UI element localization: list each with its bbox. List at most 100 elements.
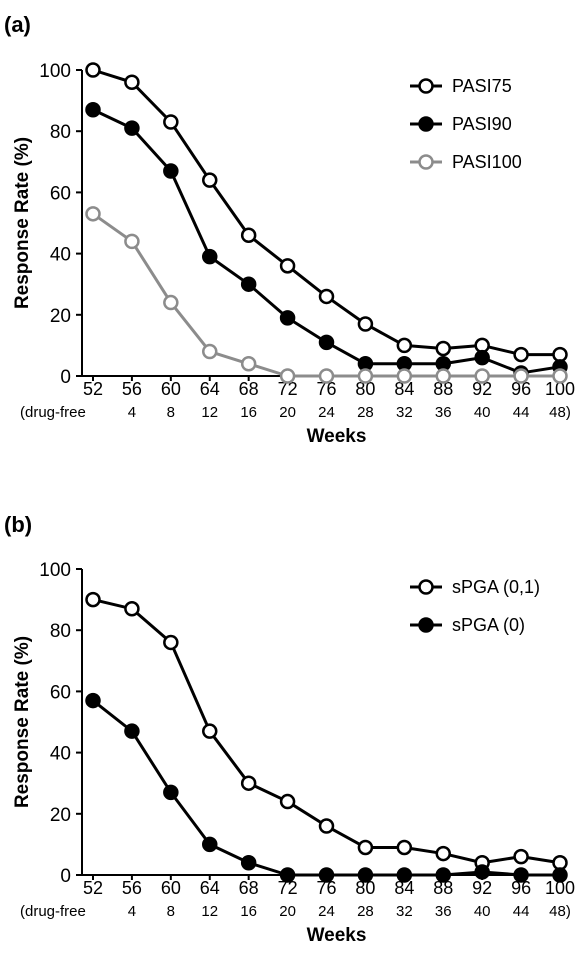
series-line <box>92 68 560 357</box>
data-point <box>318 818 335 834</box>
x-tick-label-secondary: 4 <box>128 404 136 421</box>
legend-marker <box>418 116 434 132</box>
data-point <box>202 723 218 739</box>
x-tick-label-secondary: 36 <box>435 404 452 421</box>
data-point <box>396 839 413 856</box>
x-tick-label-secondary: 28 <box>357 404 374 421</box>
y-tick-label: 0 <box>60 367 71 388</box>
data-point <box>124 120 140 136</box>
x-tick-label: 60 <box>161 379 181 399</box>
x-tick-label-secondary: (drug-free <box>20 404 86 421</box>
x-tick-label-secondary: 24 <box>318 903 335 920</box>
panel-label: (a) <box>4 12 31 37</box>
x-tick-label-secondary: 20 <box>279 903 296 920</box>
series-line <box>92 108 561 375</box>
x-axis-title: Weeks <box>307 426 367 447</box>
data-point <box>85 591 101 608</box>
x-tick-label-secondary: 8 <box>167 903 175 920</box>
data-point <box>279 368 296 384</box>
x-axis-title: Weeks <box>307 925 367 946</box>
x-tick-label: 88 <box>433 878 453 898</box>
legend-marker <box>418 154 434 170</box>
y-tick-label: 40 <box>50 245 71 266</box>
legend-marker <box>418 617 434 633</box>
x-tick-label: 80 <box>355 878 375 898</box>
x-tick-label-secondary: 44 <box>513 903 530 920</box>
data-point <box>318 288 335 305</box>
legend-label: sPGA (0,1) <box>452 577 540 597</box>
data-point <box>202 248 218 265</box>
data-point <box>124 74 140 90</box>
data-point <box>552 867 568 883</box>
data-point <box>279 867 296 883</box>
x-tick-label-secondary: 12 <box>201 903 218 920</box>
y-tick-label: 20 <box>50 306 71 327</box>
data-point <box>513 867 529 883</box>
x-tick-label: 92 <box>472 379 492 399</box>
data-point <box>240 855 257 871</box>
panel-label: (b) <box>4 512 32 537</box>
y-tick-label: 40 <box>50 744 71 765</box>
x-tick-label-secondary: 40 <box>474 404 491 421</box>
legend-entry: PASI90 <box>410 114 512 134</box>
x-tick-label: 88 <box>433 379 453 399</box>
x-tick-label: 72 <box>278 379 298 399</box>
x-tick-label: 100 <box>545 379 575 399</box>
x-tick-label-secondary: 32 <box>396 404 413 421</box>
x-tick-label: 56 <box>122 878 142 898</box>
x-tick-label: 76 <box>316 878 336 898</box>
x-tick-label: 68 <box>239 878 259 898</box>
data-point <box>513 368 529 384</box>
x-tick-label-secondary: 40 <box>474 903 491 920</box>
x-tick-label-secondary: 48) <box>549 903 571 920</box>
x-tick-label: 52 <box>83 379 103 399</box>
data-point <box>318 867 335 883</box>
x-tick-label: 96 <box>511 379 531 399</box>
legend-entry: sPGA (0) <box>410 615 525 635</box>
data-point <box>85 692 101 709</box>
data-point <box>85 62 101 78</box>
data-point <box>279 310 296 326</box>
y-axis-title: Response Rate (%) <box>12 137 33 309</box>
data-point <box>435 845 451 862</box>
data-point <box>357 316 374 332</box>
data-point <box>474 864 490 880</box>
x-tick-label: 80 <box>355 379 375 399</box>
data-point <box>318 368 335 384</box>
y-tick-label: 60 <box>50 183 71 204</box>
series-2 <box>85 206 568 384</box>
series-line <box>92 699 560 877</box>
x-tick-label-secondary: 20 <box>279 404 296 421</box>
x-tick-label-secondary: 36 <box>435 903 452 920</box>
legend-marker <box>418 579 434 595</box>
x-tick-label: 72 <box>278 878 298 898</box>
series-1 <box>85 692 568 883</box>
legend-label: sPGA (0) <box>452 615 525 635</box>
data-point <box>474 349 490 366</box>
data-point <box>396 368 413 384</box>
data-point <box>552 368 568 384</box>
y-tick-label: 60 <box>50 682 71 703</box>
x-tick-label: 64 <box>200 878 220 898</box>
series-0 <box>85 591 568 871</box>
data-point <box>357 839 374 856</box>
x-tick-label-secondary: 28 <box>357 903 374 920</box>
x-tick-label-secondary: 48) <box>549 404 571 421</box>
x-tick-label-secondary: 24 <box>318 404 335 421</box>
x-tick-label: 68 <box>239 379 259 399</box>
x-tick-label: 60 <box>161 878 181 898</box>
legend-label: PASI90 <box>452 114 512 134</box>
x-tick-label-secondary: 8 <box>167 404 175 421</box>
data-point <box>202 172 218 188</box>
x-tick-label: 84 <box>394 379 414 399</box>
x-tick-label: 56 <box>122 379 142 399</box>
data-point <box>163 114 179 130</box>
legend-entry: PASI100 <box>410 152 522 172</box>
y-tick-label: 20 <box>50 805 71 826</box>
x-tick-label: 64 <box>200 379 220 399</box>
data-point <box>396 867 413 883</box>
data-point <box>240 775 257 791</box>
